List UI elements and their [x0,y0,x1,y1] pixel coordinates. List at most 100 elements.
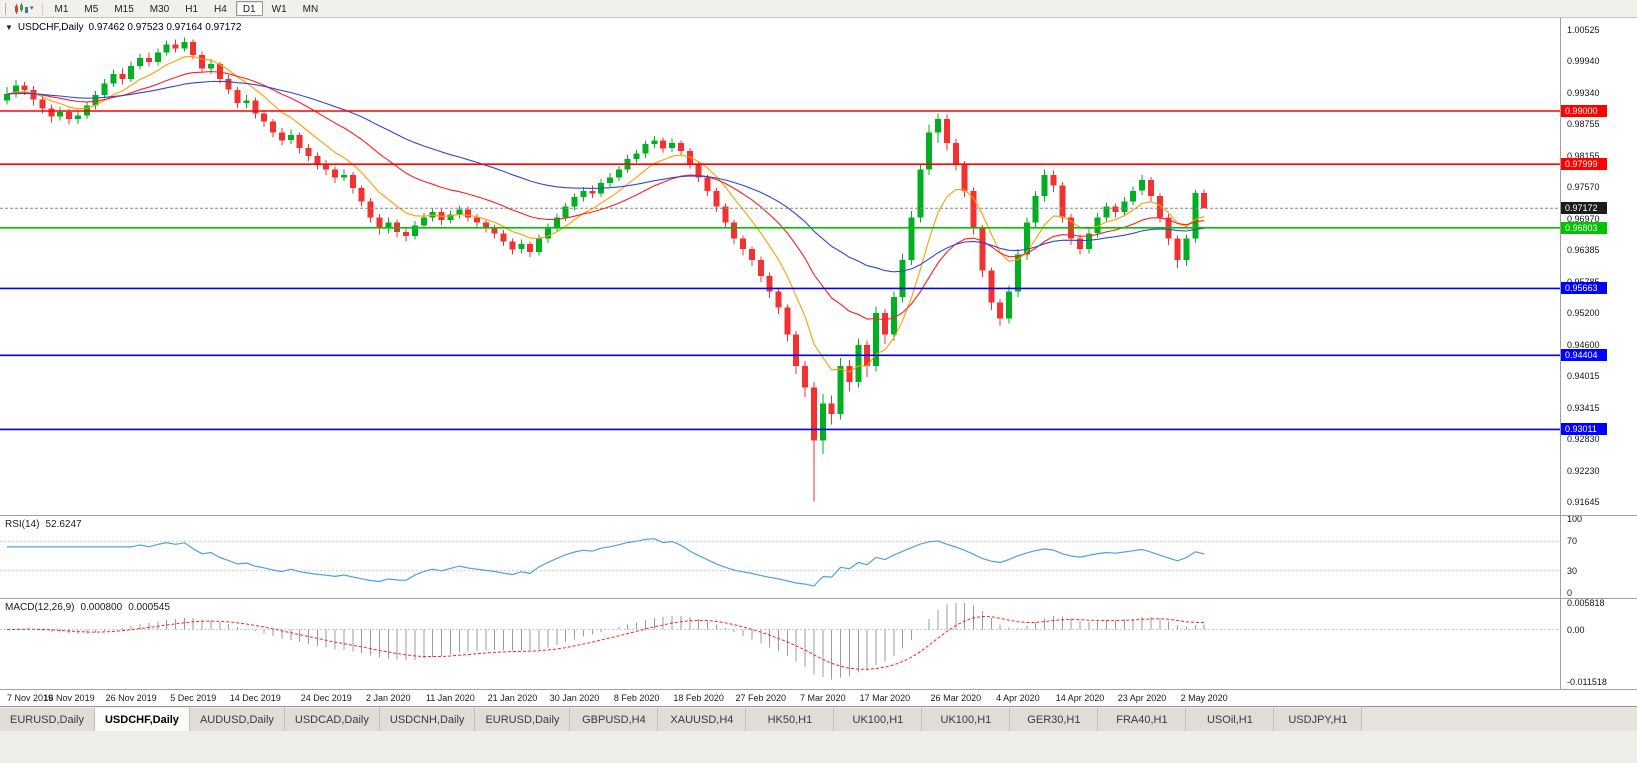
chart-tab-usdjpy-h1[interactable]: USDJPY,H1 [1274,707,1363,731]
time-axis[interactable]: 7 Nov 2019 16 Nov 2019 26 Nov 2019 5 Dec 20… [0,689,1637,706]
price-tick-label: 0.99340 [1567,87,1600,98]
macd-panel[interactable]: MACD(12,26,9) 0.000800 0.000545 0.005818… [0,598,1637,689]
price-tick-label: 0.94015 [1567,370,1600,381]
price-tick-label: 0.96385 [1567,245,1600,256]
macd-name: MACD(12,26,9) [5,602,75,613]
chart-tab-label: HK50,H1 [767,713,813,726]
chart-tab-eurusd-daily[interactable]: EURUSD,Daily [475,707,571,731]
price-tick-label: 0.95785 [1567,277,1600,287]
timeframe-button-h4[interactable]: H4 [214,4,227,15]
chart-tab-usoil-h1[interactable]: USOil,H1 [1186,707,1275,731]
chart-tab-label: USDCNH,Daily [389,713,465,726]
chart-tab-label: EURUSD,Daily [10,713,84,726]
current-price-label: 0.97172 [1561,202,1607,215]
date-label: 26 Nov 2019 [105,693,157,703]
chart-tab-label: FRA40,H1 [1116,713,1168,726]
price-tick-label: 0.98755 [1567,119,1600,130]
bottom-filler [0,731,1637,763]
price-tick-label: 0.99940 [1567,56,1600,67]
toolbar-grip[interactable] [3,2,6,15]
rsi-value: 52.6247 [45,519,82,530]
chart-tab-uk100-h1[interactable]: UK100,H1 [922,707,1011,731]
timeframe-buttons-group: M1 M5 M15 M30 H1 H4 D1 W1 MN [47,1,327,16]
rsi-axis[interactable]: 100 70 30 0 [1560,516,1637,598]
rsi-level-label: 30 [1567,565,1578,576]
timeframe-button-m15[interactable]: M15 [114,4,134,15]
rsi-level-label: 100 [1567,515,1583,524]
date-label: 2 May 2020 [1180,693,1228,703]
chart-ohlc-values: 0.97462 0.97523 0.97164 0.97172 [88,22,242,33]
date-label: 2 Jan 2020 [366,693,411,703]
macd-scale-label: -0.011518 [1567,677,1607,687]
rsi-label: RSI(14) 52.6247 [5,519,82,530]
date-label: 18 Feb 2020 [673,693,724,703]
chart-tab-label: USOil,H1 [1206,713,1253,726]
price-tick-label: 0.96970 [1567,213,1600,224]
hline-price-label: 0.99000 [1561,105,1607,118]
timeframe-button-m1[interactable]: M1 [54,4,69,15]
chart-type-button[interactable]: ▾ [10,2,38,15]
rsi-name: RSI(14) [5,519,40,530]
timeframe-button-w1[interactable]: W1 [271,4,287,15]
price-tick-label: 0.98155 [1567,150,1600,161]
chart-tab-usdcad-daily[interactable]: USDCAD,Daily [284,707,380,731]
macd-scale-label: 0.00 [1567,624,1585,635]
chart-tab-xauusd-h4[interactable]: XAUUSD,H4 [658,707,747,731]
timeframe-button-m5[interactable]: M5 [84,4,99,15]
date-label: 7 Mar 2020 [800,693,846,703]
hline-price-label: 0.93011 [1561,423,1607,436]
collapse-arrow-icon[interactable]: ▼ [5,23,13,32]
candlestick-chart-icon [15,2,28,14]
date-label: 23 Apr 2020 [1117,693,1167,703]
rsi-panel[interactable]: RSI(14) 52.6247 100 70 30 0 [0,515,1637,598]
price-tick-label: 0.95200 [1567,308,1600,318]
chart-tab-hk50-h1[interactable]: HK50,H1 [746,707,835,731]
chart-tab-ger30-h1[interactable]: GER30,H1 [1010,707,1099,731]
chart-tab-label: UK100,H1 [852,713,904,726]
chart-tab-usdcnh-daily[interactable]: USDCNH,Daily [379,707,476,731]
date-label: 14 Dec 2019 [229,693,281,703]
rsi-level-label: 70 [1567,536,1578,547]
date-label: 24 Dec 2019 [300,693,352,703]
chart-tab-fra40-h1[interactable]: FRA40,H1 [1098,707,1187,731]
timeframe-toolbar: ▾ M1 M5 M15 M30 H1 H4 D1 W1 MN [0,0,1637,18]
chart-tab-label: GER30,H1 [1027,713,1081,726]
hline-price-label: 0.95663 [1561,282,1607,295]
chart-tab-label: USDCHF,Daily [104,713,179,726]
chart-tab-uk100-h1[interactable]: UK100,H1 [834,707,923,731]
date-label: 27 Feb 2020 [735,693,787,703]
price-tick-label: 0.92830 [1567,433,1600,444]
date-label: 8 Feb 2020 [613,693,660,703]
price-chart-panel[interactable]: ▼ USDCHF,Daily 0.97462 0.97523 0.97164 0… [0,18,1637,515]
chart-tab-label: USDCAD,Daily [294,713,369,726]
hline-price-label: 0.96803 [1561,221,1607,234]
chart-tab-audusd-daily[interactable]: AUDUSD,Daily [189,707,285,731]
macd-axis[interactable]: 0.005818 0.00 -0.011518 [1560,599,1637,689]
date-label: 4 Apr 2020 [996,693,1040,703]
chart-tab-gbpusd-h4[interactable]: GBPUSD,H4 [570,707,659,731]
chart-tab-eurusd-daily[interactable]: EURUSD,Daily [0,707,95,731]
chart-tab-label: XAUUSD,H4 [670,713,734,726]
chart-symbol-label: USDCHF,Daily [17,22,84,33]
timeframe-button-mn[interactable]: MN [302,4,319,15]
chart-tab-usdchf-daily[interactable]: USDCHF,Daily [94,707,190,731]
timeframe-button-d1[interactable]: D1 [235,1,263,16]
chevron-down-icon: ▾ [30,5,34,12]
rsi-canvas [0,538,1560,587]
timeframe-button-m30[interactable]: M30 [149,4,170,15]
hline-price-label: 0.97999 [1561,158,1607,171]
chart-tab-label: AUDUSD,Daily [199,713,274,726]
date-label: 14 Apr 2020 [1055,693,1105,703]
timeframe-button-h1[interactable]: H1 [185,4,199,15]
chart-tab-label: GBPUSD,H4 [582,713,646,726]
date-label: 5 Dec 2019 [170,693,217,703]
date-label: 7 Nov 2019 [6,693,54,703]
price-tick-label: 0.93415 [1567,402,1600,413]
macd-signal-value: 0.000545 [128,602,170,613]
toolbar-separator [41,2,43,15]
chart-tab-label: UK100,H1 [940,713,992,726]
price-axis[interactable]: 1.00525 0.99940 0.99340 0.98755 0.98155 0.975… [1560,18,1637,515]
macd-main-value: 0.000800 [80,602,123,613]
price-tick-label: 0.97570 [1567,182,1600,193]
